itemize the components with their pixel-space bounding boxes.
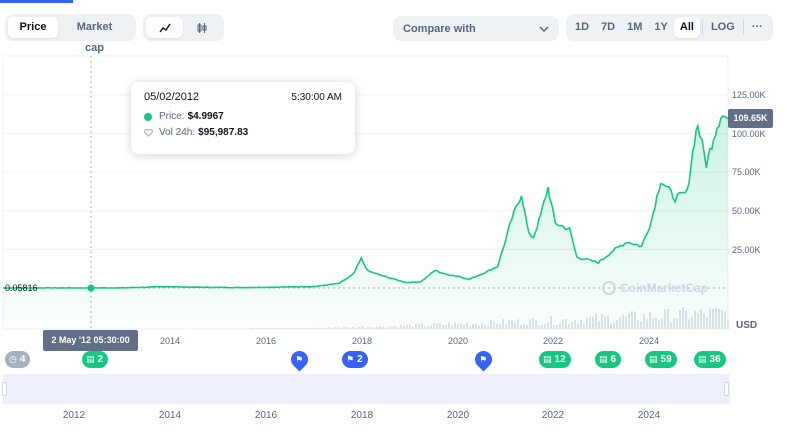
more-options-button[interactable]: ··· [751,21,763,33]
hover-point [87,284,95,292]
y-tick-label: 75.00K [732,167,761,177]
document-icon: ▤ [698,354,707,364]
event-badge-flag[interactable]: ⚑ 2 [342,351,368,368]
navigator-tick-label: 2012 [62,410,86,421]
y-tick-label: 25.00K [732,245,761,255]
event-count: 6 [610,354,617,365]
event-count: 12 [554,354,566,365]
y-tick-label: 50.00K [732,206,761,216]
chart-style-toggle [143,14,224,41]
flag-icon: ⚑ [479,354,488,365]
candlestick-icon [197,22,206,33]
tooltip-date: 05/02/2012 [144,91,200,103]
flag-icon: ⚑ [346,354,355,364]
coinmarketcap-logo-icon [602,281,616,295]
line-chart-button[interactable] [146,17,183,38]
navigator-right-handle[interactable] [724,382,729,396]
navigator-tick-label: 2020 [446,410,470,421]
event-count: 36 [709,354,721,365]
divider [701,20,703,35]
event-count: 2 [357,354,363,365]
currency-label: USD [736,320,758,331]
x-tick-label: 2024 [638,336,660,346]
x-tick-label: 2016 [255,336,277,346]
price-area [3,116,728,329]
range-1d-button[interactable]: 1D [575,21,590,33]
volume-heart-icon [144,128,153,137]
tooltip-volume-label: Vol 24h: [159,127,196,138]
candlestick-button[interactable] [183,17,220,38]
navigator-tick-label: 2014 [158,410,182,421]
price-tooltip: 05/02/2012 5:30:00 AM Price: $4.9967 Vol… [131,82,355,154]
price-dot-icon [144,112,152,121]
line-chart-icon [158,23,171,32]
event-badge-news[interactable]: ▤ 59 [645,351,677,368]
time-range-toggle: 1D 7D 1M 1Y All LOG ··· [566,14,773,41]
tooltip-price-label: Price: [159,111,185,122]
document-icon: ▤ [599,354,608,364]
x-tick-label: 2020 [447,336,469,346]
active-nav-indicator [0,0,73,3]
event-count: 2 [97,354,104,365]
tooltip-time: 5:30:00 AM [291,92,342,103]
event-badge-history[interactable]: ◷ 4 [5,351,31,368]
price-line [3,115,729,289]
document-icon: ▤ [649,354,658,364]
range-1y-button[interactable]: 1Y [654,21,668,33]
gridlines [3,94,728,250]
event-badge-news[interactable]: ▤ 6 [595,351,622,368]
event-badge-news[interactable]: ▤ 36 [694,351,726,368]
document-icon: ▤ [543,354,552,364]
watermark-text: CoinMarketCap [620,281,709,295]
market-cap-tab[interactable]: Market cap [76,21,113,54]
baseline-price-tag: 0.05816 [5,283,38,293]
x-tick-label: 2014 [159,336,181,346]
chevron-down-icon [539,25,549,32]
compare-with-dropdown[interactable]: Compare with [393,16,559,41]
document-icon: ▤ [86,354,95,364]
range-all-button[interactable]: All [673,17,700,38]
compare-with-label: Compare with [403,22,476,35]
event-count: 4 [19,354,26,365]
divider [742,20,744,35]
y-tick-label: 100.00K [732,129,766,139]
event-badge-news[interactable]: ▤ 2 [82,351,109,368]
event-badge-news[interactable]: ▤ 12 [539,351,571,368]
range-1m-button[interactable]: 1M [627,21,643,33]
navigator-tick-label: 2016 [254,410,278,421]
current-price-tag: 109.65K [728,109,773,128]
clock-icon: ◷ [9,354,17,364]
range-7d-button[interactable]: 7D [601,21,616,33]
range-navigator[interactable] [3,374,730,404]
navigator-tick-label: 2022 [541,410,565,421]
x-tick-label: 2022 [542,336,564,346]
x-tick-label: 2018 [351,336,373,346]
tooltip-price-value: $4.9967 [187,111,224,122]
navigator-left-handle[interactable] [2,382,7,396]
flag-icon: ⚑ [295,354,304,365]
chart-type-toggle: Price Market cap [5,14,136,54]
navigator-tick-label: 2024 [637,410,661,421]
price-tab[interactable]: Price [8,17,58,38]
tooltip-volume-value: $95,987.83 [198,127,249,138]
hover-date-tag: 2 May '12 05:30:00 [43,330,138,351]
watermark: CoinMarketCap [602,281,708,295]
y-tick-label: 125.00K [732,90,766,100]
event-count: 59 [660,354,672,365]
log-scale-button[interactable]: LOG [710,21,735,33]
navigator-tick-label: 2018 [350,410,374,421]
